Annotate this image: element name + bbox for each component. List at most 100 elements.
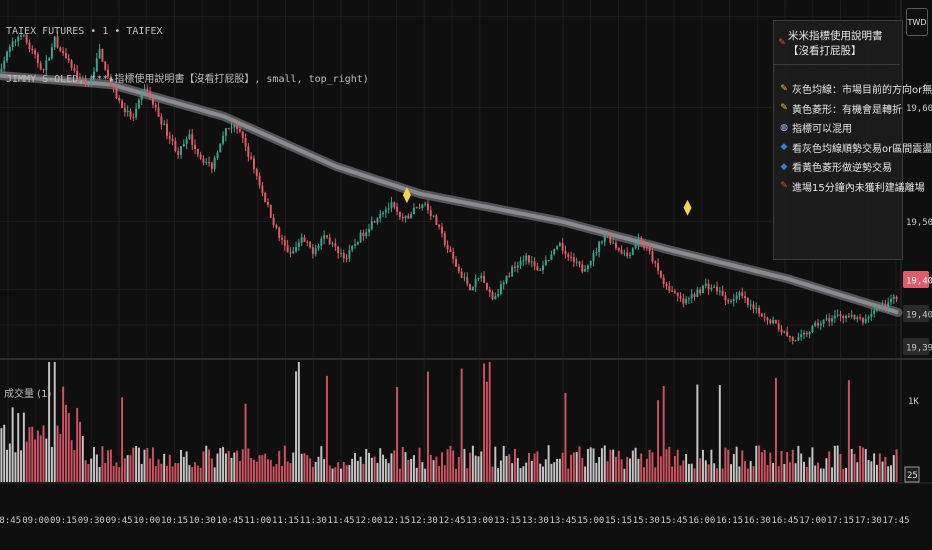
volume-bar <box>412 455 415 482</box>
candle-body <box>738 292 741 296</box>
candle-body <box>376 218 379 223</box>
volume-bar <box>595 462 598 482</box>
volume-bar <box>783 464 786 482</box>
candle-body <box>429 210 432 217</box>
volume-bar <box>149 458 152 482</box>
candle-body <box>645 247 648 249</box>
candle-body <box>721 290 724 296</box>
volume-bar <box>180 449 182 482</box>
volume-bar <box>202 451 205 482</box>
symbol-header: TAIEX FUTURES • 1 • TAIFEX <box>6 26 163 37</box>
currency-button[interactable]: TWD <box>906 8 928 36</box>
volume-bar <box>455 468 457 482</box>
candle-body <box>519 261 522 266</box>
candle-body <box>839 314 842 316</box>
time-tick-label: 13:30 <box>522 516 549 526</box>
volume-bar <box>115 462 118 482</box>
candle-body <box>415 207 418 209</box>
candle-body <box>22 34 25 36</box>
candle-body <box>814 322 817 326</box>
candle-body <box>825 318 828 320</box>
last-price-label: 19,409 <box>906 277 932 287</box>
volume-bar <box>22 412 25 482</box>
candle-body <box>76 70 79 77</box>
candle-body <box>811 325 814 333</box>
volume-bar <box>104 463 107 482</box>
candle-body <box>626 252 629 256</box>
candle-body <box>95 58 98 72</box>
time-tick-label: 13:15 <box>494 516 521 526</box>
volume-bar <box>435 456 438 482</box>
candle-body <box>424 203 427 205</box>
candle-body <box>836 314 839 316</box>
volume-bar <box>222 447 225 482</box>
volume-bar <box>463 448 466 482</box>
volume-bar <box>564 393 567 482</box>
candle-body <box>603 233 606 242</box>
volume-bar <box>477 456 480 482</box>
candle-body <box>873 310 876 314</box>
candle-body <box>643 244 646 248</box>
volume-bar <box>441 452 443 482</box>
volume-bar <box>892 455 895 482</box>
price-tick-label: 19,600 <box>906 104 932 114</box>
time-tick-label: 15:30 <box>633 516 660 526</box>
volume-bar <box>741 450 744 482</box>
volume-bar <box>690 463 693 482</box>
candle-body <box>572 256 575 263</box>
time-tick-label: 13:00 <box>466 516 493 526</box>
volume-bar <box>780 450 783 482</box>
pin-icon: ✎ <box>780 181 788 192</box>
candle-body <box>36 54 39 64</box>
candle-body <box>410 214 413 219</box>
candle-body <box>34 50 37 55</box>
volume-bar <box>589 447 592 482</box>
candle-body <box>401 216 404 219</box>
volume-bar <box>505 455 508 482</box>
candle-body <box>404 215 407 219</box>
volume-bar <box>311 466 314 482</box>
candle-body <box>553 248 556 255</box>
candle-body <box>438 224 441 227</box>
candle-body <box>368 229 370 233</box>
candle-body <box>62 51 65 54</box>
candle-body <box>132 117 135 119</box>
legend-item: ✎ 黃色菱形：有機會是轉折 <box>778 99 932 119</box>
volume-bar <box>808 457 811 482</box>
volume-bar <box>850 449 853 482</box>
time-tick-label: 12:15 <box>383 516 410 526</box>
volume-bar <box>365 448 368 482</box>
volume-bar <box>488 362 491 482</box>
volume-bar <box>491 466 494 482</box>
candle-body <box>640 238 643 245</box>
volume-bar <box>833 445 836 482</box>
candle-body <box>592 253 595 261</box>
volume-bar <box>657 400 660 482</box>
volume-bar <box>275 464 278 482</box>
time-tick-label: 12:00 <box>355 516 382 526</box>
volume-bar <box>342 462 345 482</box>
volume-bar <box>137 447 140 482</box>
volume-bar <box>90 458 93 482</box>
candle-body <box>859 317 862 319</box>
volume-bar <box>185 451 188 482</box>
candle-body <box>345 258 348 260</box>
volume-bar <box>0 428 3 482</box>
time-tick-label: 09:30 <box>78 516 105 526</box>
volume-bar <box>710 449 713 482</box>
volume-bar <box>339 468 342 482</box>
volume-bar <box>845 467 848 482</box>
candle-body <box>704 283 707 286</box>
candle-body <box>317 245 320 249</box>
volume-bar <box>165 465 168 482</box>
volume-bar <box>662 386 665 482</box>
volume-bar <box>629 458 631 482</box>
candle-body <box>676 292 679 297</box>
candle-body <box>398 211 401 217</box>
candle-body <box>157 107 160 117</box>
time-tick-label: 09:15 <box>50 516 77 526</box>
volume-bar <box>278 450 281 482</box>
volume-bar <box>107 450 110 482</box>
volume-bar <box>255 461 258 482</box>
